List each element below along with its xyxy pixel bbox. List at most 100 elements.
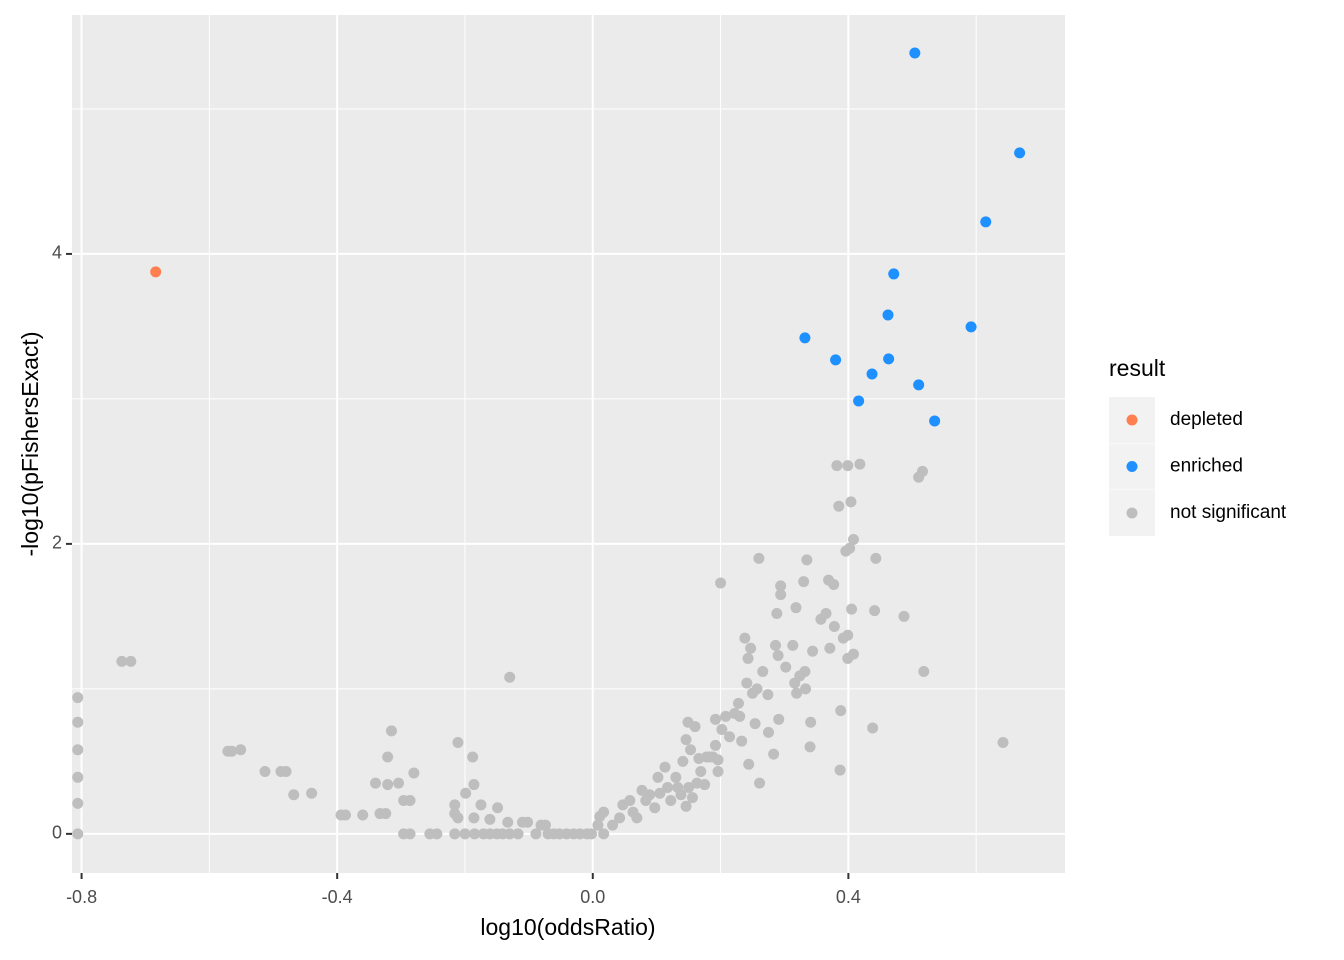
point: [586, 828, 598, 840]
point: [680, 800, 692, 812]
point: [799, 665, 811, 677]
point: [380, 808, 392, 820]
point: [870, 552, 882, 564]
point: [385, 725, 397, 737]
point: [833, 500, 845, 512]
point: [917, 465, 929, 477]
point: [683, 781, 695, 793]
legend-swatch: [1126, 461, 1138, 472]
point: [913, 379, 925, 391]
point: [883, 353, 895, 365]
point: [598, 828, 610, 840]
point: [695, 766, 707, 778]
point: [492, 802, 504, 814]
x-tick-label: 0.0: [580, 887, 605, 907]
point: [804, 741, 816, 753]
point: [828, 578, 840, 590]
point: [712, 766, 724, 778]
point: [882, 309, 894, 321]
point: [805, 716, 817, 728]
point: [800, 683, 812, 695]
point: [469, 828, 481, 840]
x-tick-label: -0.4: [322, 887, 353, 907]
point: [306, 787, 318, 799]
point: [771, 607, 783, 619]
point: [853, 395, 865, 407]
point: [720, 710, 732, 722]
point: [116, 655, 128, 667]
point: [775, 580, 787, 592]
point: [965, 321, 977, 333]
point: [614, 812, 626, 824]
legend-label: depleted: [1170, 409, 1243, 430]
point: [504, 828, 516, 840]
point: [662, 781, 674, 793]
plot-panel: [72, 15, 1065, 873]
point: [382, 751, 394, 763]
point: [854, 458, 866, 470]
point: [743, 758, 755, 770]
point: [404, 828, 416, 840]
axes: -0.8 -0.4 0.0 0.4 0 2 4: [52, 243, 861, 907]
point: [997, 737, 1009, 749]
point: [659, 761, 671, 773]
point: [259, 766, 271, 778]
x-axis-title: log10(oddsRatio): [480, 914, 655, 940]
point: [592, 819, 604, 831]
point: [467, 751, 479, 763]
point: [742, 652, 754, 664]
point: [654, 787, 666, 799]
point: [675, 789, 687, 801]
point: [607, 819, 619, 831]
point: [280, 766, 292, 778]
point: [869, 605, 881, 617]
point: [749, 718, 761, 730]
point: [835, 705, 847, 717]
point: [801, 554, 813, 566]
legend-swatch: [1126, 414, 1138, 426]
point: [685, 744, 697, 756]
point: [370, 777, 382, 789]
y-axis-title: -log10(pFishersExact): [17, 332, 43, 557]
point: [452, 737, 464, 749]
point: [807, 645, 819, 657]
point: [757, 665, 769, 677]
point: [452, 812, 464, 824]
point: [150, 266, 162, 278]
x-tick-label: -0.8: [66, 887, 97, 907]
point: [739, 632, 751, 644]
point: [780, 661, 792, 673]
point: [867, 722, 879, 734]
legend: result depleted enriched not significant: [1109, 355, 1287, 536]
point: [824, 642, 836, 654]
point: [798, 576, 810, 588]
point: [847, 534, 859, 546]
legend-label: enriched: [1170, 456, 1243, 477]
legend-title: result: [1109, 355, 1166, 381]
point: [484, 813, 496, 825]
point: [449, 828, 461, 840]
legend-label: not significant: [1170, 502, 1287, 523]
point: [235, 744, 247, 756]
point: [512, 828, 524, 840]
point: [834, 764, 846, 776]
point: [770, 639, 782, 651]
point: [699, 779, 711, 791]
point: [686, 792, 698, 804]
point: [408, 767, 420, 779]
point: [382, 779, 394, 791]
point: [449, 799, 461, 811]
point: [431, 828, 443, 840]
x-tick-label: 0.4: [836, 887, 861, 907]
point: [791, 687, 803, 699]
point: [844, 542, 856, 554]
point: [846, 603, 858, 615]
point: [716, 723, 728, 735]
point: [745, 642, 757, 654]
point: [842, 460, 854, 472]
point: [751, 683, 763, 695]
point: [598, 806, 610, 818]
point: [888, 268, 900, 280]
point: [72, 716, 84, 728]
